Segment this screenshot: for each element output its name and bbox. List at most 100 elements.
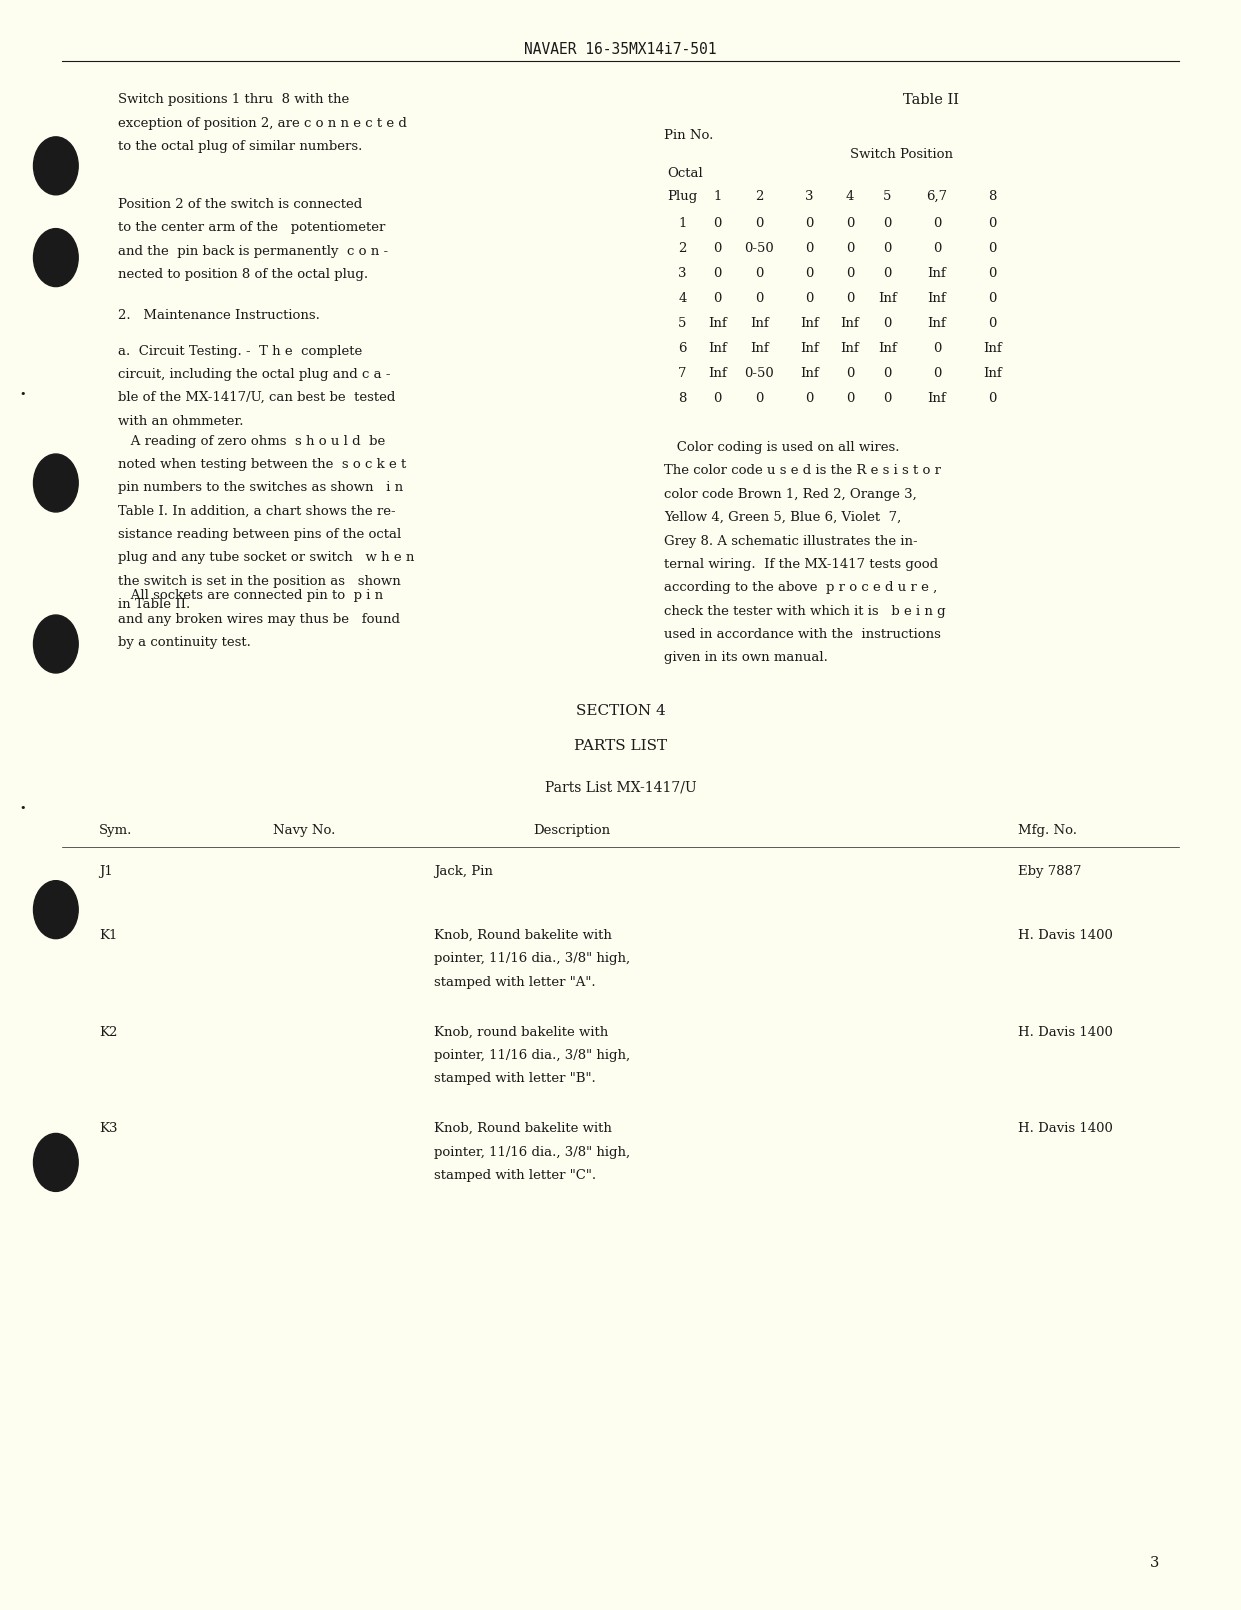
Text: H. Davis 1400: H. Davis 1400: [1018, 1026, 1112, 1038]
Text: K3: K3: [99, 1122, 118, 1135]
Text: and the  pin back is permanently  c o n -: and the pin back is permanently c o n -: [118, 245, 388, 258]
Circle shape: [34, 615, 78, 673]
Text: 0: 0: [884, 393, 891, 406]
Text: 0: 0: [846, 367, 854, 380]
Text: 0: 0: [805, 242, 813, 256]
Text: to the octal plug of similar numbers.: to the octal plug of similar numbers.: [118, 140, 362, 153]
Text: ble of the MX-1417/U, can best be  tested: ble of the MX-1417/U, can best be tested: [118, 391, 396, 404]
Text: ternal wiring.  If the MX-1417 tests good: ternal wiring. If the MX-1417 tests good: [664, 559, 938, 572]
Text: sistance reading between pins of the octal: sistance reading between pins of the oct…: [118, 528, 401, 541]
Text: 0: 0: [989, 317, 997, 330]
Text: Octal: Octal: [668, 167, 704, 180]
Text: Inf: Inf: [983, 367, 1003, 380]
Text: with an ohmmeter.: with an ohmmeter.: [118, 414, 243, 428]
Text: 0: 0: [714, 242, 721, 256]
Text: Inf: Inf: [927, 317, 947, 330]
Text: Inf: Inf: [799, 317, 819, 330]
Text: Inf: Inf: [799, 367, 819, 380]
Text: nected to position 8 of the octal plug.: nected to position 8 of the octal plug.: [118, 267, 369, 282]
Text: by a continuity test.: by a continuity test.: [118, 636, 251, 649]
Text: 0: 0: [884, 317, 891, 330]
Text: 0: 0: [846, 267, 854, 280]
Text: Inf: Inf: [750, 317, 769, 330]
Circle shape: [34, 1133, 78, 1191]
Text: Inf: Inf: [707, 367, 727, 380]
Text: to the center arm of the   potentiometer: to the center arm of the potentiometer: [118, 221, 385, 235]
Text: Sym.: Sym.: [99, 824, 133, 837]
Text: Eby 7887: Eby 7887: [1018, 865, 1081, 877]
Text: Inf: Inf: [707, 317, 727, 330]
Text: Parts List MX-1417/U: Parts List MX-1417/U: [545, 781, 696, 795]
Text: 0: 0: [846, 217, 854, 230]
Text: •: •: [19, 803, 26, 813]
Text: Inf: Inf: [983, 343, 1003, 356]
Text: Table I. In addition, a chart shows the re-: Table I. In addition, a chart shows the …: [118, 506, 396, 518]
Text: the switch is set in the position as   shown: the switch is set in the position as sho…: [118, 575, 401, 588]
Text: Inf: Inf: [707, 343, 727, 356]
Text: Description: Description: [534, 824, 611, 837]
Text: 3: 3: [679, 267, 686, 280]
Text: 0: 0: [756, 267, 763, 280]
Text: •: •: [19, 390, 26, 399]
Text: and any broken wires may thus be   found: and any broken wires may thus be found: [118, 612, 400, 626]
Text: 6,7: 6,7: [926, 190, 948, 203]
Text: SECTION 4: SECTION 4: [576, 704, 665, 718]
Text: Inf: Inf: [927, 393, 947, 406]
Text: 0: 0: [884, 367, 891, 380]
Text: 4: 4: [679, 293, 686, 306]
Text: 0: 0: [933, 343, 941, 356]
Text: Inf: Inf: [840, 317, 860, 330]
Text: Mfg. No.: Mfg. No.: [1018, 824, 1077, 837]
Text: used in accordance with the  instructions: used in accordance with the instructions: [664, 628, 941, 641]
Text: 0: 0: [989, 217, 997, 230]
Text: 0: 0: [846, 393, 854, 406]
Text: exception of position 2, are c o n n e c t e d: exception of position 2, are c o n n e c…: [118, 118, 407, 130]
Text: pointer, 11/16 dia., 3/8" high,: pointer, 11/16 dia., 3/8" high,: [434, 1146, 630, 1159]
Text: a.  Circuit Testing. -  T h e  complete: a. Circuit Testing. - T h e complete: [118, 345, 362, 357]
Text: 2: 2: [679, 242, 686, 256]
Text: Inf: Inf: [840, 343, 860, 356]
Text: given in its own manual.: given in its own manual.: [664, 652, 828, 665]
Circle shape: [34, 137, 78, 195]
Text: stamped with letter "C".: stamped with letter "C".: [434, 1169, 597, 1182]
Text: check the tester with which it is   b e i n g: check the tester with which it is b e i …: [664, 605, 946, 618]
Text: 3: 3: [805, 190, 813, 203]
Text: 0: 0: [805, 217, 813, 230]
Text: 0: 0: [884, 242, 891, 256]
Text: 0: 0: [989, 293, 997, 306]
Text: 0: 0: [989, 242, 997, 256]
Text: plug and any tube socket or switch   w h e n: plug and any tube socket or switch w h e…: [118, 551, 414, 565]
Text: pointer, 11/16 dia., 3/8" high,: pointer, 11/16 dia., 3/8" high,: [434, 953, 630, 966]
Text: 0: 0: [714, 393, 721, 406]
Text: Knob, Round bakelite with: Knob, Round bakelite with: [434, 1122, 612, 1135]
Text: 0: 0: [989, 393, 997, 406]
Text: 0: 0: [846, 242, 854, 256]
Text: Table II: Table II: [902, 93, 959, 108]
Text: 8: 8: [989, 190, 997, 203]
Text: 0: 0: [756, 217, 763, 230]
Text: Knob, round bakelite with: Knob, round bakelite with: [434, 1026, 608, 1038]
Text: 0-50: 0-50: [745, 367, 774, 380]
Text: 0: 0: [805, 393, 813, 406]
Text: All sockets are connected pin to  p i n: All sockets are connected pin to p i n: [118, 589, 383, 602]
Text: 5: 5: [884, 190, 891, 203]
Text: 1: 1: [679, 217, 686, 230]
Text: 0: 0: [846, 293, 854, 306]
Text: Knob, Round bakelite with: Knob, Round bakelite with: [434, 929, 612, 942]
Text: 5: 5: [679, 317, 686, 330]
Text: 0-50: 0-50: [745, 242, 774, 256]
Text: color code Brown 1, Red 2, Orange 3,: color code Brown 1, Red 2, Orange 3,: [664, 488, 917, 501]
Text: Inf: Inf: [877, 343, 897, 356]
Text: Grey 8. A schematic illustrates the in-: Grey 8. A schematic illustrates the in-: [664, 535, 917, 547]
Text: 2.   Maintenance Instructions.: 2. Maintenance Instructions.: [118, 309, 320, 322]
Text: J1: J1: [99, 865, 113, 877]
Text: 0: 0: [933, 367, 941, 380]
Text: according to the above  p r o c e d u r e ,: according to the above p r o c e d u r e…: [664, 581, 937, 594]
Text: Inf: Inf: [750, 343, 769, 356]
Text: 0: 0: [756, 393, 763, 406]
Text: 3: 3: [1149, 1555, 1159, 1570]
Text: Inf: Inf: [927, 293, 947, 306]
Text: 0: 0: [756, 293, 763, 306]
Text: 0: 0: [714, 267, 721, 280]
Text: Pin No.: Pin No.: [664, 129, 714, 142]
